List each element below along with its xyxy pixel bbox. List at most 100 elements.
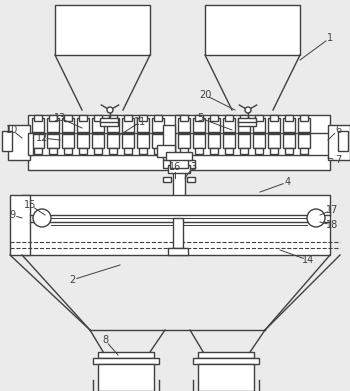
Bar	[94, 115, 102, 121]
Bar	[198, 364, 254, 391]
Bar	[92, 134, 104, 148]
Bar	[187, 177, 195, 182]
Bar	[137, 134, 149, 148]
Text: 18: 18	[326, 220, 338, 230]
Bar	[94, 148, 102, 154]
Bar	[283, 134, 295, 148]
Bar	[139, 115, 147, 121]
Bar	[285, 148, 293, 154]
Bar	[268, 134, 280, 148]
Bar	[193, 358, 259, 364]
Bar	[298, 118, 310, 132]
Bar	[163, 177, 171, 182]
Bar	[92, 118, 104, 132]
Text: 3: 3	[190, 162, 196, 172]
Bar	[338, 131, 348, 151]
Bar	[328, 125, 350, 160]
Circle shape	[245, 107, 251, 113]
Bar	[124, 115, 132, 121]
Text: 2: 2	[69, 275, 75, 285]
Bar	[107, 134, 119, 148]
Bar	[47, 118, 59, 132]
Text: 13: 13	[54, 113, 66, 123]
Circle shape	[307, 209, 325, 227]
Bar	[240, 115, 248, 121]
Bar	[34, 148, 42, 154]
Bar	[298, 134, 310, 148]
Bar	[285, 115, 293, 121]
Text: 4: 4	[285, 177, 291, 187]
Bar	[205, 5, 300, 55]
Bar	[22, 195, 330, 255]
Bar	[238, 118, 250, 132]
Bar	[79, 148, 87, 154]
Bar	[62, 134, 74, 148]
Bar	[193, 118, 205, 132]
Bar	[98, 364, 154, 391]
Circle shape	[33, 209, 51, 227]
Bar	[240, 148, 248, 154]
Bar	[107, 118, 119, 132]
Bar	[77, 118, 89, 132]
Text: 11: 11	[134, 117, 146, 127]
Bar	[208, 118, 220, 132]
Bar	[238, 134, 250, 148]
Text: 17: 17	[326, 205, 338, 215]
Bar	[170, 158, 188, 168]
Bar	[98, 352, 154, 358]
Text: 20: 20	[199, 90, 211, 100]
Bar	[64, 115, 72, 121]
Text: 1: 1	[327, 33, 333, 43]
Bar	[137, 118, 149, 132]
Bar	[300, 115, 308, 121]
Bar	[198, 352, 254, 358]
Bar	[238, 118, 256, 126]
Text: 10: 10	[6, 125, 18, 135]
Bar	[62, 118, 74, 132]
Bar	[180, 148, 188, 154]
Bar	[180, 115, 188, 121]
Bar	[185, 160, 195, 168]
Bar	[28, 133, 33, 155]
Bar	[55, 5, 150, 55]
Bar	[253, 118, 265, 132]
Bar	[28, 115, 183, 170]
Bar	[100, 118, 118, 126]
Bar	[32, 134, 44, 148]
Bar	[168, 165, 190, 173]
Text: 8: 8	[102, 335, 108, 345]
Bar	[157, 145, 175, 157]
Text: 6: 6	[335, 125, 341, 135]
Bar	[223, 134, 235, 148]
Bar	[8, 125, 30, 160]
Bar	[152, 118, 164, 132]
Bar	[255, 115, 263, 121]
Text: 16: 16	[169, 162, 181, 172]
Bar	[152, 134, 164, 148]
Text: 14: 14	[302, 255, 314, 265]
Bar	[300, 148, 308, 154]
Bar	[223, 118, 235, 132]
Bar	[139, 148, 147, 154]
Text: 12: 12	[36, 133, 48, 143]
Text: 5: 5	[197, 113, 203, 123]
Bar	[47, 134, 59, 148]
Bar	[154, 115, 162, 121]
Bar	[122, 134, 134, 148]
Bar	[193, 134, 205, 148]
Bar	[195, 148, 203, 154]
Bar	[163, 160, 173, 168]
Bar	[195, 115, 203, 121]
Bar	[34, 115, 42, 121]
Bar	[178, 134, 190, 148]
Bar	[64, 148, 72, 154]
Bar	[173, 218, 183, 248]
Text: 9: 9	[9, 210, 15, 220]
Bar	[183, 145, 201, 157]
Bar	[154, 148, 162, 154]
Bar	[93, 358, 159, 364]
Bar	[283, 118, 295, 132]
Bar	[32, 118, 44, 132]
Text: 15: 15	[24, 200, 36, 210]
Bar	[124, 148, 132, 154]
